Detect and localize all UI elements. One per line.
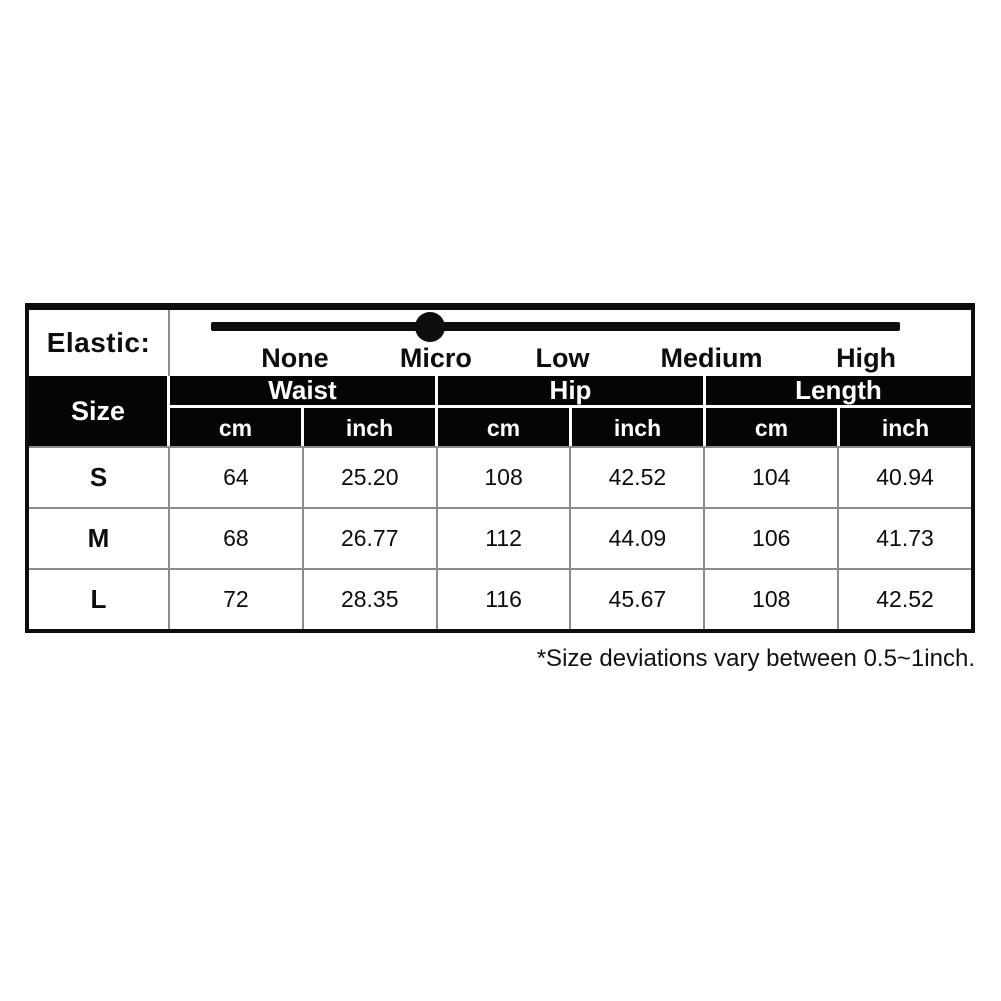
length-cm-header: cm: [706, 408, 840, 446]
waist-inch-header: inch: [345, 414, 394, 441]
size-value: S: [29, 448, 170, 507]
waist-cm-header: cm: [170, 408, 304, 446]
length-inch-value: 40.94: [876, 464, 934, 490]
waist-cm-value: 68: [170, 509, 304, 568]
elastic-slider-handle-icon: [414, 312, 445, 342]
group-label-waist: Waist: [170, 375, 435, 408]
group-label-hip: Hip: [438, 375, 703, 408]
hip-inch-value: 44.09: [571, 509, 706, 568]
group-length: Length cm inch: [706, 375, 971, 446]
length-cm-value: 108: [705, 570, 840, 629]
length-inch-value: 41.73: [876, 525, 934, 551]
elastic-level-micro: Micro: [399, 343, 472, 373]
elastic-slider-bar: [210, 322, 900, 331]
hip-cm-header: cm: [438, 408, 572, 446]
length-inch-value: 42.52: [876, 586, 934, 612]
deviation-note: *Size deviations vary between 0.5~1inch.: [536, 645, 975, 672]
waist-inch-value: 26.77: [304, 509, 438, 568]
waist-inch-value: 25.20: [304, 448, 438, 507]
hip-cm-value: 116: [438, 570, 572, 629]
table-header: Size Waist cm inch Hip cm inch Length cm: [29, 375, 971, 446]
length-cm-value: 104: [705, 448, 840, 507]
elastic-row: Elastic: None Micro Low Medium High: [29, 310, 971, 376]
elastic-level-medium: Medium: [660, 343, 763, 373]
elastic-scale: None Micro Low Medium High: [170, 310, 971, 376]
elastic-label: Elastic:: [29, 310, 170, 376]
table-row-m: M 68 26.77 112 44.09 106 41.73: [29, 507, 971, 568]
size-value: M: [29, 509, 170, 568]
table-row-s: S 64 25.20 108 42.52 104 40.94: [29, 446, 971, 507]
group-label-length: Length: [706, 375, 971, 408]
group-hip: Hip cm inch: [438, 375, 706, 446]
hip-cm-value: 112: [438, 509, 572, 568]
size-header: Size: [29, 376, 170, 446]
hip-inch-value: 42.52: [571, 448, 706, 507]
table-row-l: L 72 28.35 116 45.67 108 42.52: [29, 568, 971, 629]
waist-cm-value: 64: [170, 448, 304, 507]
size-chart-table: Elastic: None Micro Low Medium High Size…: [25, 303, 975, 633]
hip-inch-value: 45.67: [571, 570, 706, 629]
elastic-level-low: Low: [535, 343, 590, 373]
waist-cm-value: 72: [170, 570, 304, 629]
hip-cm-value: 108: [438, 448, 572, 507]
waist-inch-value: 28.35: [304, 570, 438, 629]
length-cm-value: 106: [705, 509, 840, 568]
length-inch-header: inch: [881, 414, 930, 441]
size-value: L: [29, 570, 170, 629]
elastic-level-high: High: [836, 343, 897, 373]
group-waist: Waist cm inch: [170, 375, 438, 446]
hip-inch-header: inch: [613, 414, 662, 441]
elastic-level-none: None: [261, 343, 329, 373]
elastic-level-labels: None Micro Low Medium High: [170, 310, 971, 376]
